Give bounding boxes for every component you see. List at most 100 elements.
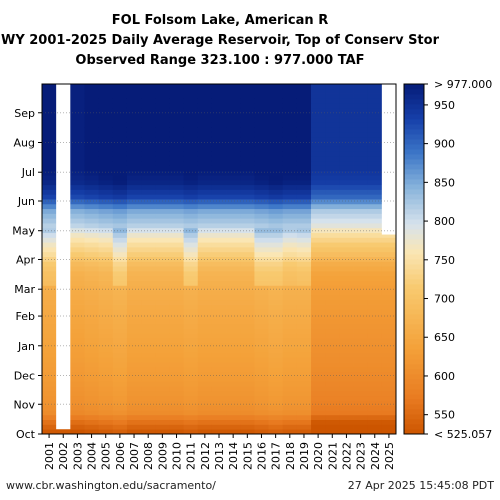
heatmap-cell	[339, 103, 354, 109]
heatmap-cell	[98, 151, 114, 157]
heatmap-cell	[226, 424, 241, 430]
heatmap-cell	[211, 194, 227, 200]
heatmap-cell	[141, 400, 156, 406]
heatmap-cell	[42, 381, 57, 387]
heatmap-cell	[325, 429, 340, 435]
colorbar-tick-label-900: 900	[434, 138, 455, 151]
colorbar-segment	[404, 264, 424, 270]
heatmap-cell	[169, 208, 184, 214]
heatmap-cell	[98, 247, 114, 253]
heatmap-cell	[381, 405, 397, 411]
heatmap-cell	[325, 213, 340, 219]
heatmap-cell	[226, 357, 241, 363]
heatmap-cell	[84, 314, 100, 320]
heatmap-cell	[155, 266, 170, 272]
heatmap-cell	[197, 261, 213, 267]
heatmap-cell	[296, 314, 312, 320]
heatmap-cell	[381, 419, 397, 425]
heatmap-cell	[240, 199, 255, 205]
heatmap-cell	[254, 199, 269, 205]
heatmap-cell	[183, 127, 199, 133]
heatmap-cell	[183, 419, 199, 425]
y-tick-label-apr: Apr	[16, 253, 36, 266]
heatmap-cell	[254, 280, 269, 286]
heatmap-cell	[84, 323, 100, 329]
heatmap-cell	[311, 386, 326, 392]
heatmap-cell	[339, 127, 354, 133]
heatmap-cell	[339, 342, 354, 349]
heatmap-cell	[70, 194, 85, 200]
colorbar-segment	[404, 124, 424, 130]
heatmap-cell	[268, 333, 284, 339]
heatmap-cell	[211, 146, 227, 152]
heatmap-cell	[226, 136, 241, 142]
heatmap-cell	[126, 266, 142, 272]
colorbar-tick-label-800: 800	[434, 215, 455, 228]
heatmap-cell	[240, 213, 255, 219]
heatmap-cell	[98, 424, 114, 430]
colorbar-segment	[404, 299, 424, 305]
heatmap-cell	[311, 107, 326, 114]
heatmap-cell	[226, 400, 241, 406]
heatmap-cell	[84, 270, 100, 277]
heatmap-cell	[296, 299, 312, 305]
heatmap-cell	[353, 309, 369, 315]
colorbar-segment	[404, 324, 424, 330]
heatmap-cell	[339, 136, 354, 142]
colorbar-tick-label-950: 950	[434, 99, 455, 112]
heatmap-cell	[268, 342, 284, 349]
heatmap-cell	[226, 146, 241, 152]
heatmap-cell	[325, 122, 340, 128]
heatmap-cell	[155, 347, 170, 353]
heatmap-cell	[183, 294, 199, 301]
heatmap-cell	[296, 203, 312, 210]
heatmap-cell	[211, 328, 227, 334]
heatmap-cell	[353, 395, 369, 401]
heatmap-cell	[211, 242, 227, 248]
heatmap-cell	[84, 338, 100, 344]
colorbar-segment	[404, 174, 424, 180]
heatmap-cell	[169, 103, 184, 109]
heatmap-cell	[141, 318, 156, 325]
heatmap-cell	[84, 395, 100, 401]
heatmap-cell	[141, 237, 156, 243]
heatmap-cell	[155, 333, 170, 339]
heatmap-cell	[268, 112, 284, 118]
heatmap-cell	[282, 395, 298, 401]
heatmap-cell	[240, 136, 255, 142]
heatmap-cell	[211, 179, 227, 186]
heatmap-cell	[353, 390, 369, 397]
missing-data-block	[381, 84, 396, 235]
heatmap-cell	[226, 352, 241, 358]
heatmap-cell	[268, 208, 284, 214]
heatmap-cell	[268, 175, 284, 181]
heatmap-cell	[367, 390, 383, 397]
heatmap-cell	[211, 309, 227, 315]
heatmap-cell	[112, 208, 128, 214]
heatmap-cell	[381, 285, 397, 291]
heatmap-cell	[325, 338, 340, 344]
heatmap-cell	[254, 390, 269, 397]
heatmap-cell	[112, 194, 128, 200]
heatmap-cell	[268, 170, 284, 176]
heatmap-cell	[353, 314, 369, 320]
heatmap-cell	[141, 338, 156, 344]
colorbar-segment	[404, 399, 424, 405]
heatmap-cell	[240, 390, 255, 397]
heatmap-cell	[268, 213, 284, 219]
colorbar-segment	[404, 109, 424, 115]
colorbar-segment	[404, 199, 424, 205]
heatmap-cell	[353, 203, 369, 210]
heatmap-cell	[42, 251, 57, 257]
heatmap-cell	[141, 160, 156, 166]
heatmap-cell	[70, 323, 85, 329]
heatmap-cell	[339, 400, 354, 406]
heatmap-cell	[155, 232, 170, 238]
heatmap-cell	[311, 328, 326, 334]
colorbar-segment	[404, 259, 424, 265]
heatmap-cell	[325, 84, 340, 90]
heatmap-cell	[254, 366, 269, 373]
heatmap-cell	[183, 213, 199, 219]
heatmap-cell	[367, 141, 383, 147]
heatmap-cell	[84, 127, 100, 133]
